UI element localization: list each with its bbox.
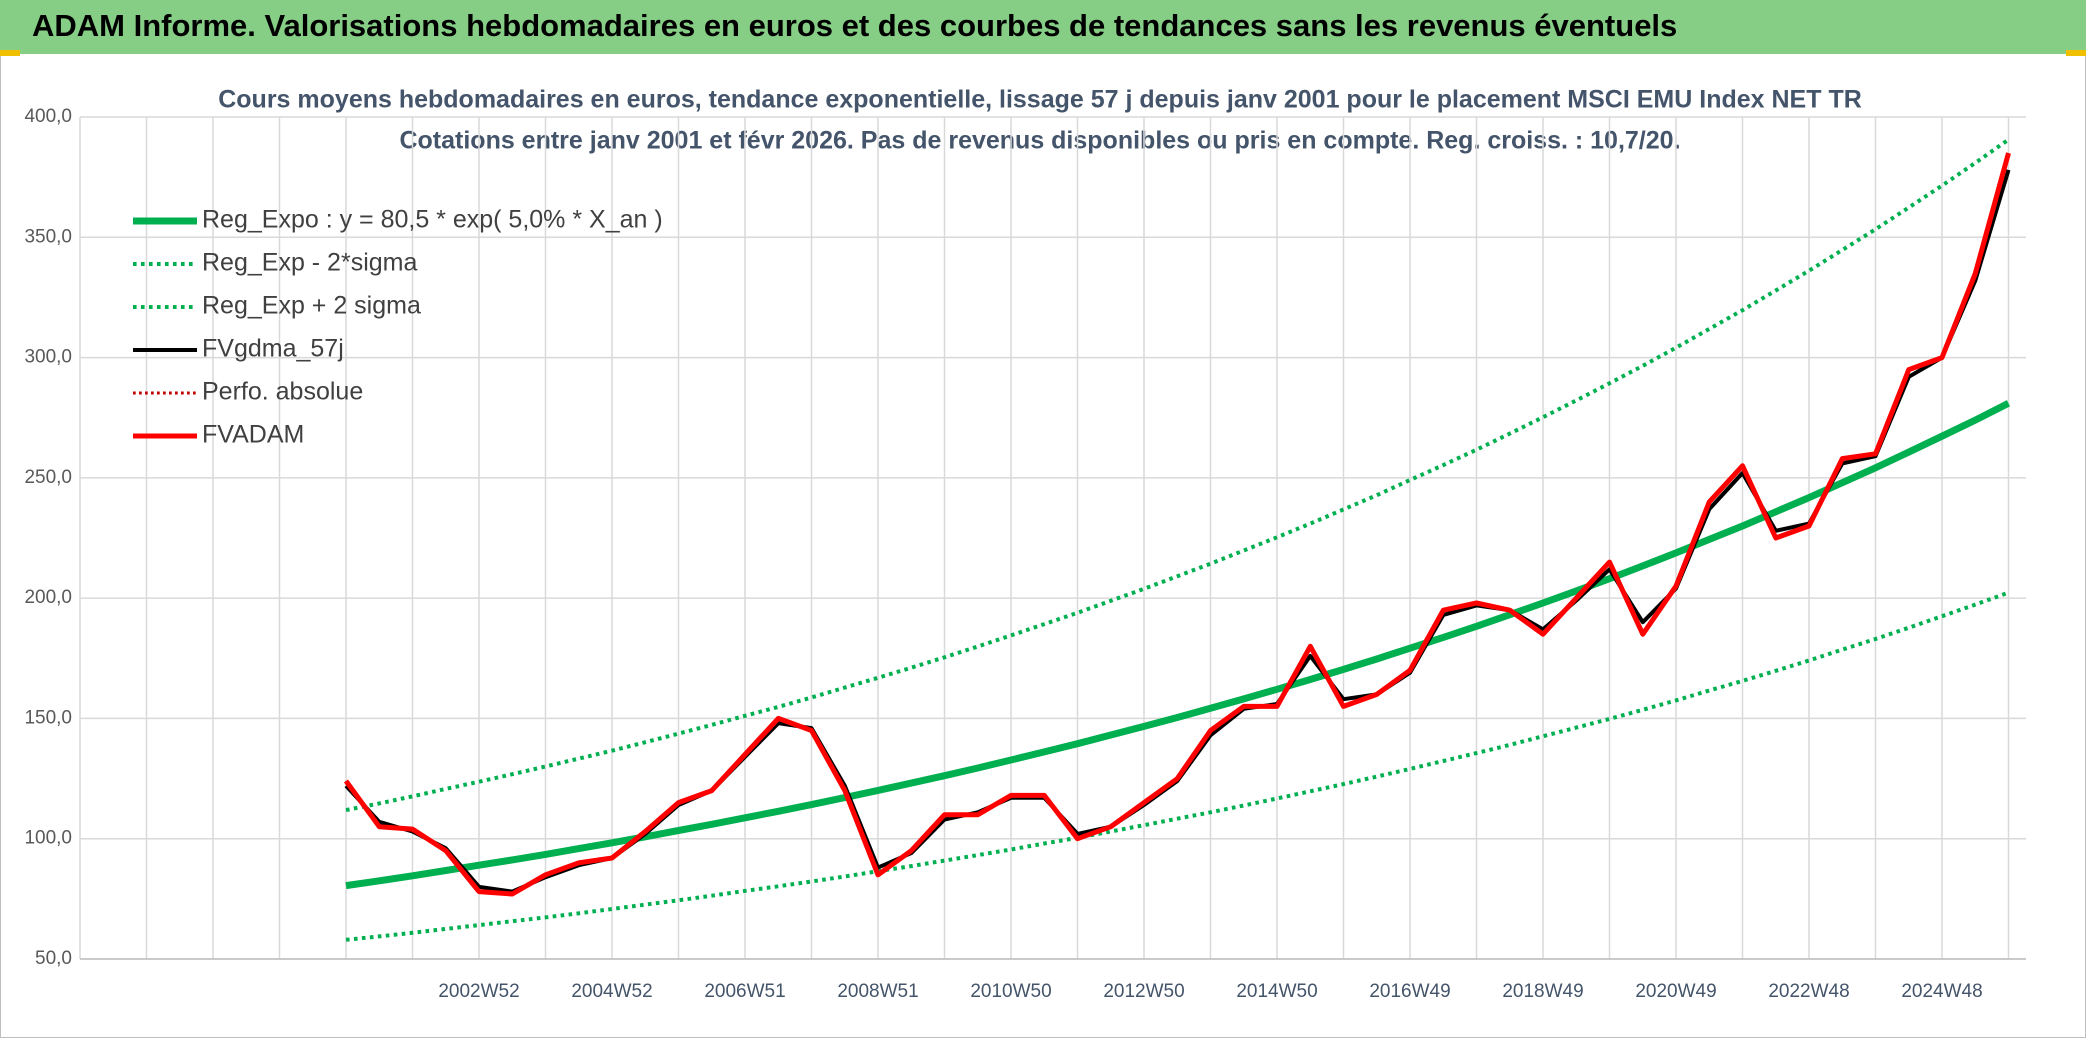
y-tick-label: 100,0 bbox=[24, 828, 72, 849]
y-tick-label: 150,0 bbox=[24, 707, 72, 728]
legend-label: Perfo. absolue bbox=[202, 378, 363, 406]
banner-bg bbox=[0, 0, 2086, 54]
legend-label: Reg_Expo : y = 80,5 * exp( 5,0% * X_an ) bbox=[202, 206, 663, 234]
corner-mark bbox=[2066, 50, 2086, 56]
x-tick-label: 2024W48 bbox=[1901, 981, 1982, 1002]
y-tick-label: 400,0 bbox=[24, 106, 72, 127]
corner-mark bbox=[0, 50, 20, 56]
x-tick-label: 2018W49 bbox=[1502, 981, 1583, 1002]
y-tick-label: 50,0 bbox=[35, 948, 72, 969]
legend-label: Reg_Exp + 2 sigma bbox=[202, 292, 421, 320]
series-line bbox=[343, 152, 2011, 897]
legend-label: FVgdma_57j bbox=[202, 335, 344, 363]
legend-label: Reg_Exp - 2*sigma bbox=[202, 249, 417, 277]
x-tick-label: 2012W50 bbox=[1103, 981, 1184, 1002]
x-tick-label: 2016W49 bbox=[1369, 981, 1450, 1002]
x-tick-label: 2008W51 bbox=[837, 981, 918, 1002]
chart-subtitle: Cotations entre janv 2001 et févr 2026. … bbox=[399, 127, 1680, 155]
y-tick-label: 250,0 bbox=[24, 467, 72, 488]
y-tick-label: 300,0 bbox=[24, 347, 72, 368]
banner-title: ADAM Informe. Valorisations hebdomadaire… bbox=[32, 8, 1677, 43]
x-tick-label: 2022W48 bbox=[1768, 981, 1849, 1002]
series-line bbox=[345, 137, 2010, 813]
x-tick-label: 2010W50 bbox=[970, 981, 1051, 1002]
x-tick-label: 2006W51 bbox=[704, 981, 785, 1002]
x-tick-label: 2014W50 bbox=[1236, 981, 1317, 1002]
series-line bbox=[345, 590, 2010, 942]
legend-label: FVADAM bbox=[202, 421, 304, 449]
series-line bbox=[345, 400, 2011, 890]
chart-title: Cours moyens hebdomadaires en euros, ten… bbox=[218, 86, 1862, 114]
x-tick-label: 2020W49 bbox=[1635, 981, 1716, 1002]
x-tick-label: 2002W52 bbox=[438, 981, 519, 1002]
x-tick-label: 2004W52 bbox=[571, 981, 652, 1002]
y-tick-label: 350,0 bbox=[24, 226, 72, 247]
y-tick-label: 200,0 bbox=[24, 587, 72, 608]
